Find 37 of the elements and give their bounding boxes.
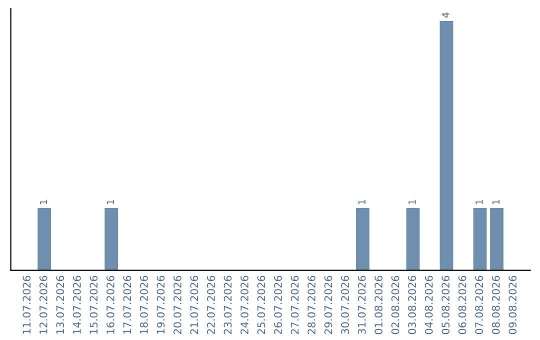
x-tick-label: 02.08.2026: [391, 276, 400, 334]
data-label: 4: [442, 12, 450, 18]
data-label: 1: [40, 200, 47, 204]
data-label: 1: [476, 200, 483, 204]
data-label: 1: [408, 200, 416, 204]
x-tick-label: 06.08.2026: [458, 276, 466, 334]
x-tick-label: 31.07.2026: [358, 276, 366, 334]
data-label: 1: [492, 200, 500, 204]
x-tick-label: 19.07.2026: [156, 276, 165, 334]
x-tick-label: 09.08.2026: [508, 276, 517, 334]
x-tick-label: 29.07.2026: [324, 276, 332, 334]
x-tick-label: 24.07.2026: [240, 276, 248, 334]
x-tick-label: 17.07.2026: [123, 276, 132, 334]
x-tick-label: 23.07.2026: [224, 276, 232, 334]
x-tick-label: 15.07.2026: [90, 276, 98, 334]
data-label: 1: [106, 200, 114, 204]
data-label: 1: [358, 200, 366, 204]
x-tick-label: 16.07.2026: [106, 276, 114, 334]
x-tick-label: 30.07.2026: [341, 276, 349, 334]
x-tick-label: 13.07.2026: [56, 276, 64, 334]
x-tick-label: 03.08.2026: [408, 276, 416, 334]
x-tick-label: 28.07.2026: [308, 276, 316, 334]
x-tick-label: 26.07.2026: [274, 276, 282, 334]
x-tick-label: 20.07.2026: [174, 276, 182, 334]
x-tick-label: 22.07.2026: [207, 276, 215, 334]
x-tick-label: 25.07.2026: [257, 276, 266, 334]
x-tick-label: 01.08.2026: [374, 276, 382, 334]
x-tick-label: 04.08.2026: [424, 276, 433, 334]
x-tick-label: 05.08.2026: [442, 276, 450, 334]
x-tick-label: 08.08.2026: [492, 276, 500, 334]
x-tick-label: 07.08.2026: [475, 276, 484, 334]
x-tick-label: 18.07.2026: [140, 276, 148, 334]
x-tick-label: 14.07.2026: [72, 276, 81, 334]
x-tick-label: 11.07.2026: [22, 276, 31, 334]
x-tick-label: 12.07.2026: [39, 276, 48, 334]
x-tick-label: 27.07.2026: [290, 276, 299, 334]
x-tick-label: 21.07.2026: [190, 276, 198, 334]
